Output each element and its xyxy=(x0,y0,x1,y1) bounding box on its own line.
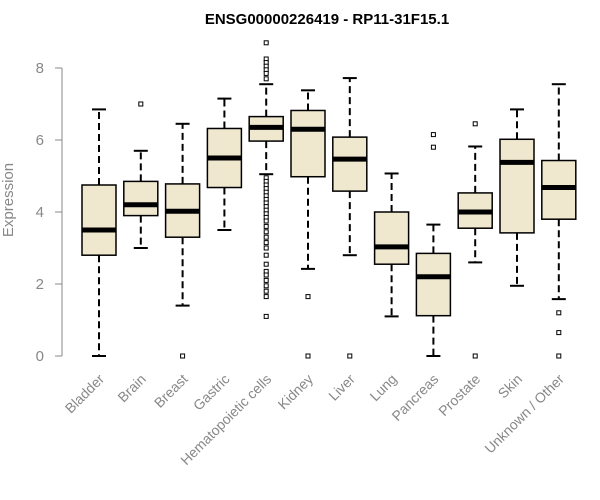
outlier-point xyxy=(263,70,269,76)
outlier-point xyxy=(263,294,269,300)
y-tick-label: 8 xyxy=(36,60,44,77)
outlier-point xyxy=(305,353,311,359)
box-iqr xyxy=(290,109,326,178)
box-group xyxy=(248,40,284,319)
outlier-point xyxy=(263,288,269,294)
outlier-point xyxy=(263,76,269,82)
outlier-point xyxy=(263,245,269,251)
y-tick-label: 2 xyxy=(36,276,44,293)
outlier-point xyxy=(263,229,269,235)
outlier-point xyxy=(556,353,562,359)
outlier-point xyxy=(263,261,269,267)
outlier-point xyxy=(138,101,144,107)
box-group xyxy=(415,132,452,357)
outlier-point xyxy=(263,283,269,289)
box-group xyxy=(81,108,117,357)
outlier-point xyxy=(347,353,353,359)
outlier-point xyxy=(263,313,269,319)
box-iqr xyxy=(415,252,452,317)
box-group xyxy=(541,83,577,359)
box-series xyxy=(81,40,577,359)
box-group xyxy=(164,122,201,359)
box-group xyxy=(373,172,410,318)
outlier-point xyxy=(472,121,478,127)
x-tick-label: Breast xyxy=(151,371,191,411)
y-tick-label: 0 xyxy=(36,348,44,365)
box-iqr xyxy=(123,180,159,217)
box-iqr xyxy=(332,136,368,192)
x-tick-label: Prostate xyxy=(435,371,483,419)
x-tick-label: Brain xyxy=(114,371,148,405)
box-group xyxy=(332,77,368,359)
outlier-point xyxy=(430,144,436,150)
x-tick-label: Lung xyxy=(366,371,399,404)
x-tick-label: Skin xyxy=(495,371,526,402)
outlier-point xyxy=(263,252,269,258)
box-group xyxy=(123,101,159,249)
outlier-point xyxy=(263,234,269,240)
chart-title: ENSG00000226419 - RP11-31F15.1 xyxy=(205,11,449,28)
box-group xyxy=(206,97,243,231)
outlier-point xyxy=(556,330,562,336)
y-tick-label: 6 xyxy=(36,132,44,149)
outlier-point xyxy=(263,223,269,229)
y-axis: 0 2 4 6 8 xyxy=(36,60,63,365)
outlier-point xyxy=(430,132,436,138)
outlier-point xyxy=(263,218,269,224)
box-group xyxy=(457,121,493,359)
outlier-point xyxy=(305,294,311,300)
y-tick-label: 4 xyxy=(36,204,44,221)
outlier-point xyxy=(263,40,269,46)
y-axis-label: Expression xyxy=(0,163,17,237)
box-iqr xyxy=(499,138,535,234)
outlier-point xyxy=(180,353,186,359)
outlier-point xyxy=(263,272,269,278)
x-tick-label: Unknown / Other xyxy=(481,371,567,457)
x-tick-label: Kidney xyxy=(275,371,317,413)
box-iqr xyxy=(81,184,117,256)
box-group xyxy=(290,89,326,359)
x-tick-label: Liver xyxy=(325,371,358,404)
box-iqr xyxy=(373,211,410,265)
outlier-point xyxy=(472,353,478,359)
outlier-point xyxy=(263,240,269,246)
box-group xyxy=(499,108,535,287)
outlier-point xyxy=(263,277,269,283)
x-tick-label: Bladder xyxy=(62,371,108,417)
outlier-point xyxy=(556,310,562,316)
